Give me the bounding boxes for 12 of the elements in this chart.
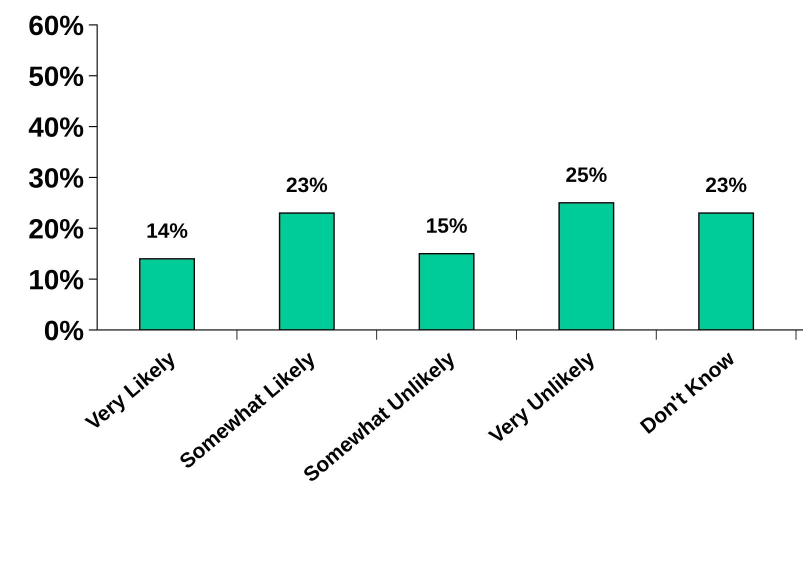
y-tick-label: 40% [28, 117, 84, 137]
y-tick-label: 10% [30, 270, 84, 290]
data-label: 15% [427, 218, 467, 233]
y-tick-label: 0% [44, 320, 84, 340]
data-label: 25% [566, 167, 607, 182]
data-label: 23% [706, 177, 746, 192]
data-label: 23% [286, 177, 328, 192]
y-tick-label: 30% [29, 168, 84, 188]
y-tick-label: 20% [29, 218, 84, 239]
data-label: 14% [148, 223, 188, 238]
y-tick-label: 60% [29, 16, 84, 36]
y-tick-label: 50% [29, 66, 84, 86]
